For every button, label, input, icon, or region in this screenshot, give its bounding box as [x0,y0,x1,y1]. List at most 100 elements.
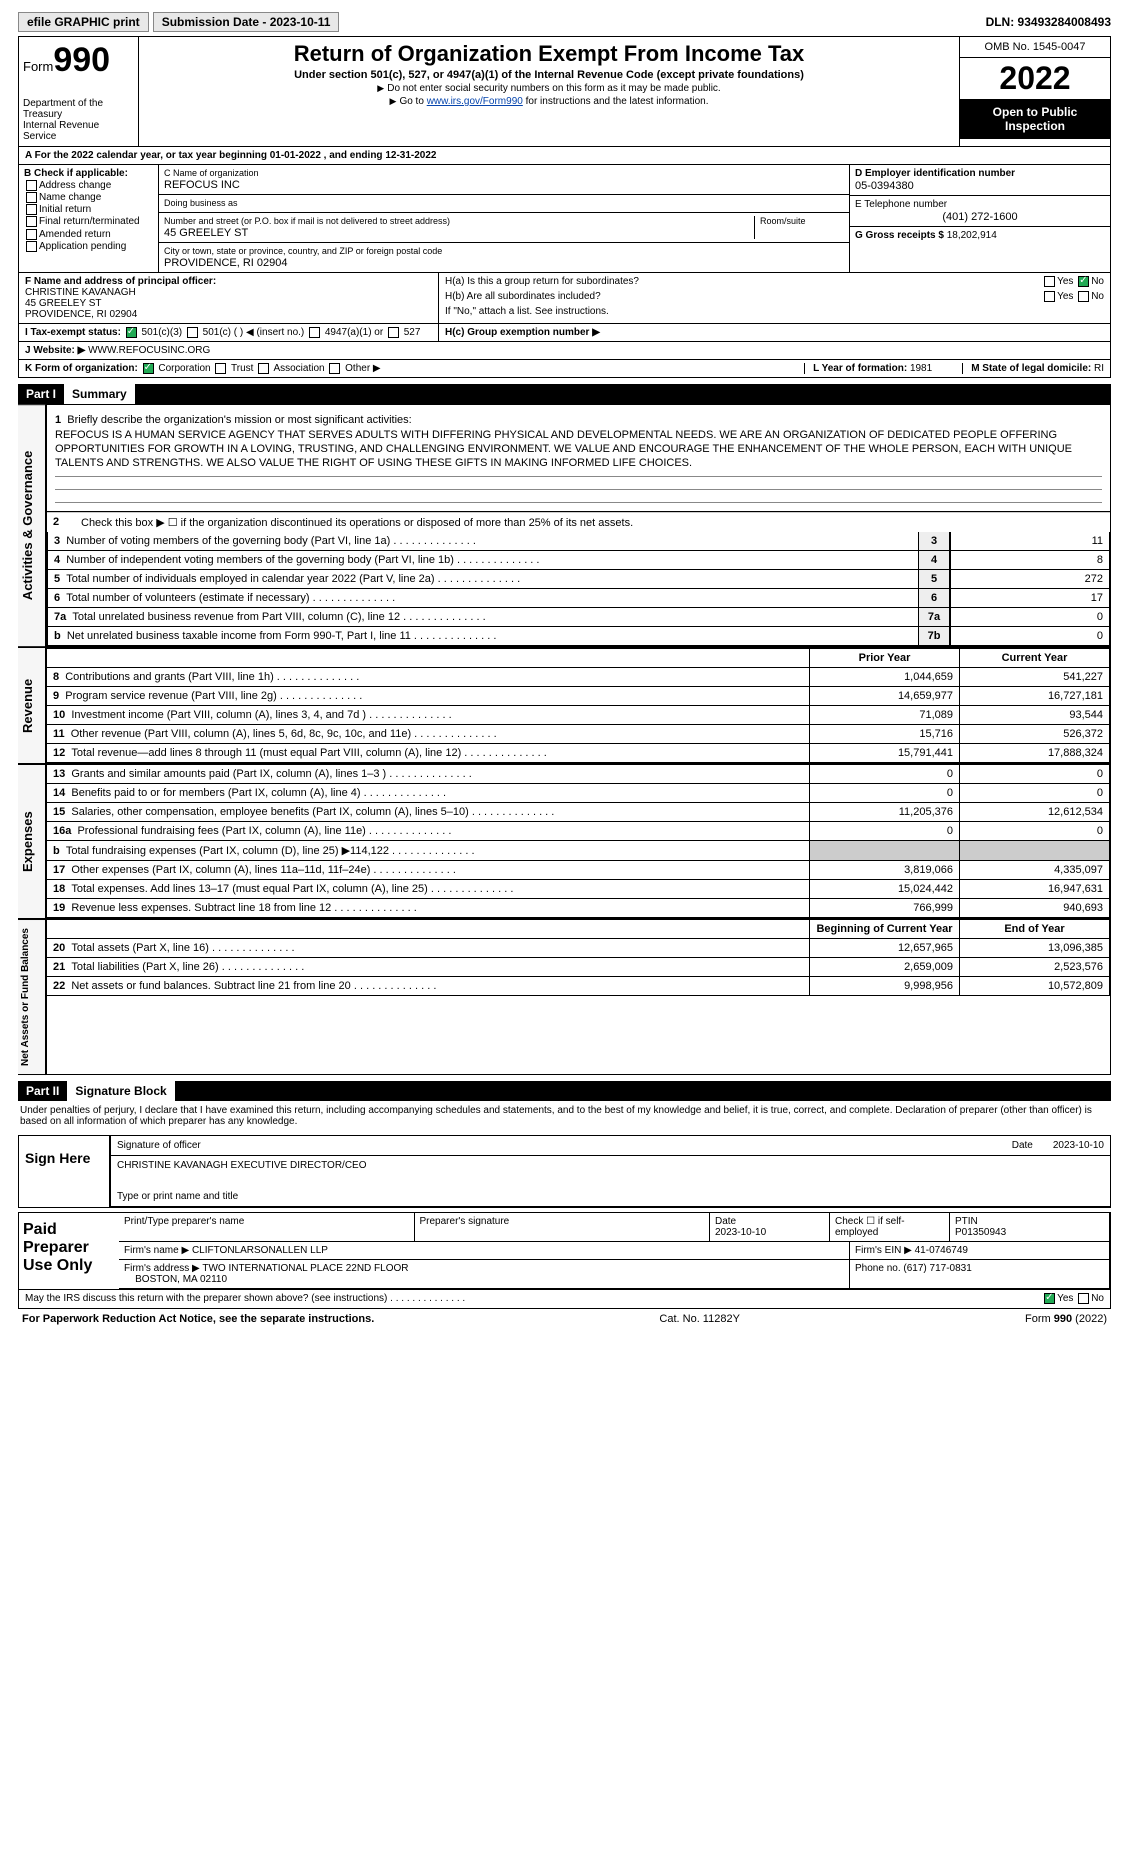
hdr-current-year: Current Year [960,648,1110,668]
fin-current-8: 541,227 [960,668,1110,687]
omb-number: OMB No. 1545-0047 [960,37,1110,58]
gov-line-7a: 7a Total unrelated business revenue from… [47,608,918,627]
section-bcd: B Check if applicable: Address change Na… [18,165,1111,273]
chk-discuss-no[interactable] [1078,1293,1089,1304]
chk-trust[interactable] [215,363,226,374]
fin-prior-16a: 0 [810,822,960,841]
page-footer: For Paperwork Reduction Act Notice, see … [18,1313,1111,1325]
open-public-badge: Open to Public Inspection [960,99,1110,139]
fin-current-15: 12,612,534 [960,803,1110,822]
gov-cell-num-7b: 7b [918,627,950,646]
box-b: B Check if applicable: Address change Na… [19,165,159,272]
chk-amended-return[interactable]: Amended return [24,229,153,240]
instr-ssn: Do not enter social security numbers on … [143,83,955,94]
fin-prior-22: 9,998,956 [810,977,960,996]
chk-assoc[interactable] [258,363,269,374]
gov-line-3: 3 Number of voting members of the govern… [47,532,918,551]
fin-current-19: 940,693 [960,899,1110,918]
chk-discuss-yes[interactable] [1044,1293,1055,1304]
chk-501c3[interactable] [126,327,137,338]
hdr-beginning-year: Beginning of Current Year [810,920,960,939]
fin-current-14: 0 [960,784,1110,803]
section-governance: Activities & Governance 1 Briefly descri… [18,404,1111,647]
fin-prior-19: 766,999 [810,899,960,918]
form-subtitle: Under section 501(c), 527, or 4947(a)(1)… [143,69,955,81]
hdr-prior-year: Prior Year [810,648,960,668]
gov-line-6: 6 Total number of volunteers (estimate i… [47,589,918,608]
tab-net-assets: Net Assets or Fund Balances [18,919,46,1075]
gov-cell-num-6: 6 [918,589,950,608]
box-f: F Name and address of principal officer:… [19,273,439,323]
preparer-block: Paid Preparer Use Only Print/Type prepar… [18,1212,1111,1290]
chk-501c[interactable] [187,327,198,338]
fin-label-14: 14 Benefits paid to or for members (Part… [47,784,810,803]
fin-label-21: 21 Total liabilities (Part X, line 26) [47,958,810,977]
row-j: J Website: ▶ WWW.REFOCUSINC.ORG [18,342,1111,360]
gov-cell-val-4: 8 [950,551,1110,570]
chk-name-change[interactable]: Name change [24,192,153,203]
chk-initial-return[interactable]: Initial return [24,204,153,215]
fin-label-8: 8 Contributions and grants (Part VIII, l… [47,668,810,687]
fin-prior-18: 15,024,442 [810,880,960,899]
irs-link[interactable]: www.irs.gov/Form990 [427,96,523,107]
fin-current-20: 13,096,385 [960,939,1110,958]
chk-address-change[interactable]: Address change [24,180,153,191]
fin-label-18: 18 Total expenses. Add lines 13–17 (must… [47,880,810,899]
box-c: C Name of organizationREFOCUS INC Doing … [159,165,850,272]
perjury-declaration: Under penalties of perjury, I declare th… [18,1101,1111,1131]
part1-header: Part ISummary [18,384,1111,404]
dln-label: DLN: 93493284008493 [986,15,1111,29]
fin-current-11: 526,372 [960,725,1110,744]
fin-current-9: 16,727,181 [960,687,1110,706]
fin-current-10: 93,544 [960,706,1110,725]
section-expenses: Expenses 13 Grants and similar amounts p… [18,764,1111,919]
hdr-end-year: End of Year [960,920,1110,939]
form-header: Form990 Department of the Treasury Inter… [18,36,1111,147]
fin-label-15: 15 Salaries, other compensation, employe… [47,803,810,822]
form-title: Return of Organization Exempt From Incom… [143,41,955,67]
gov-cell-val-3: 11 [950,532,1110,551]
dept-label: Department of the Treasury [23,98,134,120]
gov-cell-num-3: 3 [918,532,950,551]
fin-prior-8: 1,044,659 [810,668,960,687]
fin-current-13: 0 [960,765,1110,784]
gov-line-5: 5 Total number of individuals employed i… [47,570,918,589]
fin-prior-10: 71,089 [810,706,960,725]
fin-current-17: 4,335,097 [960,861,1110,880]
chk-527[interactable] [388,327,399,338]
efile-print-button[interactable]: efile GRAPHIC print [18,12,149,32]
gov-line-7b: b Net unrelated business taxable income … [47,627,918,646]
top-bar: efile GRAPHIC print Submission Date - 20… [18,12,1111,32]
irs-label: Internal Revenue Service [23,120,134,142]
fin-prior-15: 11,205,376 [810,803,960,822]
fin-prior-13: 0 [810,765,960,784]
irs-discuss-row: May the IRS discuss this return with the… [18,1290,1111,1308]
chk-app-pending[interactable]: Application pending [24,241,153,252]
gov-cell-num-5: 5 [918,570,950,589]
row-i-hc: I Tax-exempt status: 501(c)(3) 501(c) ( … [18,324,1111,342]
fin-label-10: 10 Investment income (Part VIII, column … [47,706,810,725]
form-label: Form990 [23,41,134,80]
chk-other[interactable] [329,363,340,374]
fin-label-b: b Total fundraising expenses (Part IX, c… [47,841,810,861]
chk-4947[interactable] [309,327,320,338]
fin-label-13: 13 Grants and similar amounts paid (Part… [47,765,810,784]
row-a-period: A For the 2022 calendar year, or tax yea… [18,147,1111,165]
tab-governance: Activities & Governance [18,404,46,647]
gov-cell-num-7a: 7a [918,608,950,627]
gov-cell-val-7b: 0 [950,627,1110,646]
gov-cell-num-4: 4 [918,551,950,570]
submission-date-button[interactable]: Submission Date - 2023-10-11 [153,12,340,32]
fin-label-9: 9 Program service revenue (Part VIII, li… [47,687,810,706]
fin-label-11: 11 Other revenue (Part VIII, column (A),… [47,725,810,744]
fin-label-20: 20 Total assets (Part X, line 16) [47,939,810,958]
chk-corp[interactable] [143,363,154,374]
box-h: H(a) Is this a group return for subordin… [439,273,1110,323]
line-2: 2Check this box ▶ ☐ if the organization … [47,512,1110,532]
fin-label-22: 22 Net assets or fund balances. Subtract… [47,977,810,996]
fin-current-21: 2,523,576 [960,958,1110,977]
instr-link: Go to www.irs.gov/Form990 for instructio… [143,96,955,107]
chk-final-return[interactable]: Final return/terminated [24,216,153,227]
paid-preparer-label: Paid Preparer Use Only [19,1213,119,1289]
gov-cell-val-5: 272 [950,570,1110,589]
